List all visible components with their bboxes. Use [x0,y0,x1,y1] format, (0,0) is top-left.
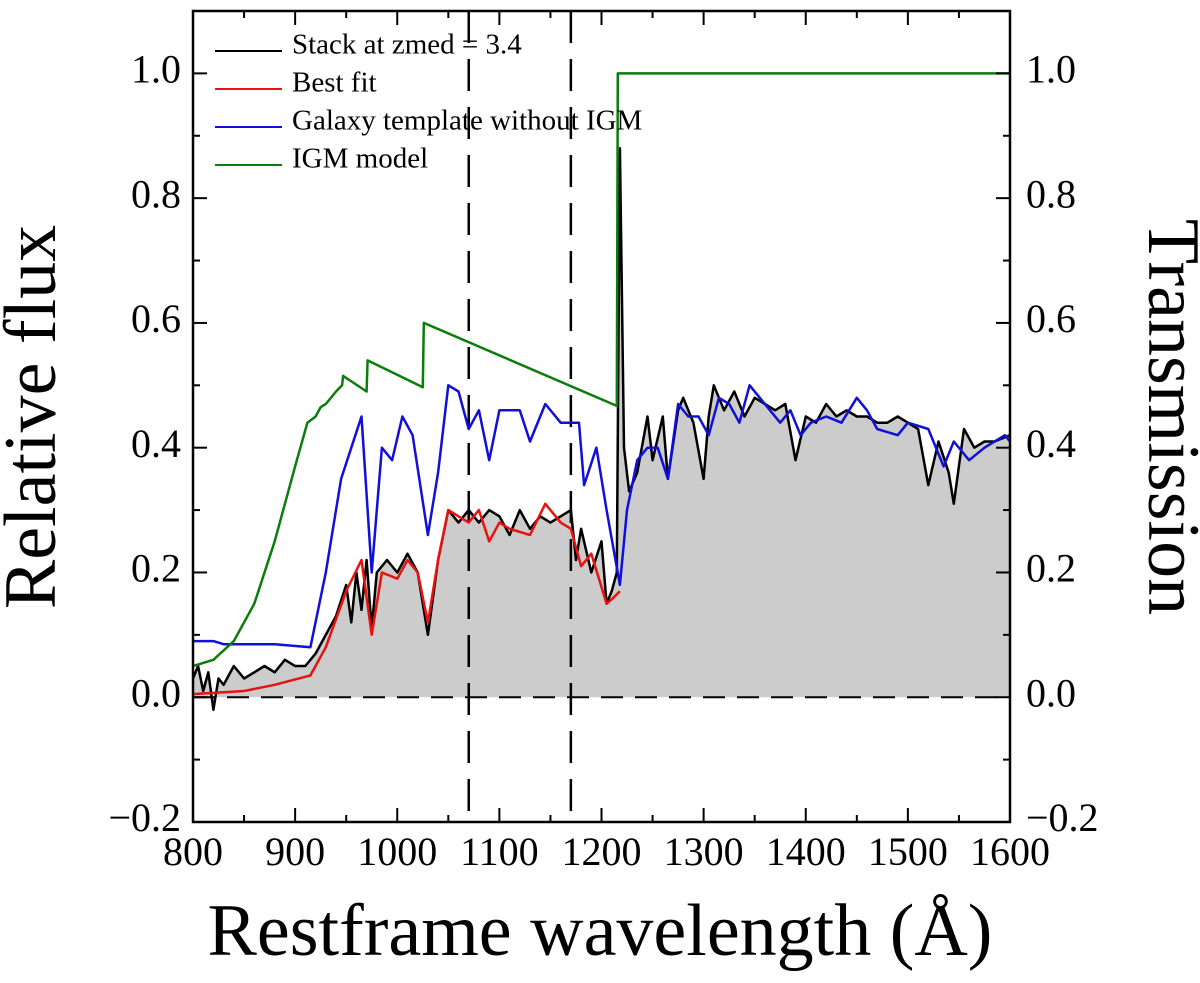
x-tick-label: 800 [163,829,223,874]
area [193,148,1010,710]
x-tick-label: 1100 [460,829,539,874]
x-tick-label: 1500 [868,829,948,874]
series-line [193,72,1010,668]
legend-label: IGM model [292,143,428,175]
y-axis-label: Relative flux [0,225,72,609]
x-axis-label: Restframe wavelength (Å) [208,890,993,972]
x-tick-label: 1300 [664,829,744,874]
legend-label: Stack at zmed = 3.4 [292,29,522,61]
yticks-label: 0.8 [131,171,181,216]
legend-label: Galaxy template without IGM [292,105,642,137]
y2ticks-label: 0.0 [1026,670,1076,715]
y2ticks-label: 1.0 [1026,47,1076,92]
yticks-label: 1.0 [131,47,181,92]
y2ticks-label: 0.2 [1026,546,1076,591]
series-line [193,384,1010,649]
y2ticks-label: 0.4 [1026,421,1076,466]
y2ticks-label: 0.8 [1026,171,1076,216]
x-tick-label: 1600 [970,829,1050,874]
series-line [193,502,621,696]
yticks-label: −0.2 [108,795,181,840]
yticks-label: 0.2 [131,546,181,591]
x-tick-label: 1400 [766,829,846,874]
legend-label: Best fit [292,67,377,99]
y2ticks-label: −0.2 [1026,795,1099,840]
y2ticks-label: 0.6 [1026,296,1076,341]
x-tick-label: 900 [265,829,325,874]
x-tick-label: 1000 [357,829,437,874]
plot-area [193,11,1010,822]
x-tick-label: 1200 [562,829,642,874]
series-line [193,146,1010,711]
yticks-label: 0.6 [131,296,181,341]
yticks-label: 0.0 [131,670,181,715]
yticks-label: 0.4 [131,421,181,466]
y2-axis-label: Transmission [1132,219,1200,615]
